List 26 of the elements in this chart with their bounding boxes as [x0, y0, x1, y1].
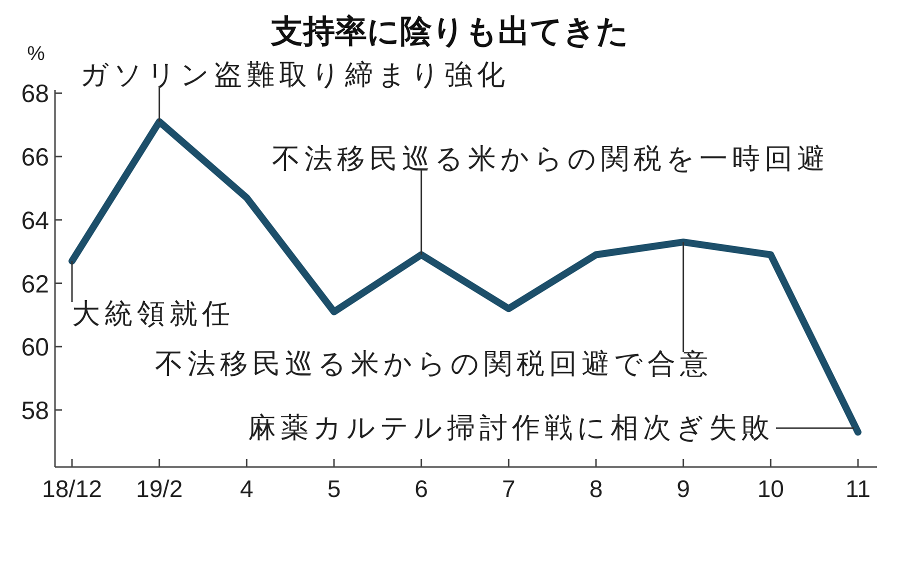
- y-tick-label: 60: [21, 334, 49, 362]
- annotation: 麻薬カルテル掃討作戦に相次ぎ失敗: [248, 412, 854, 443]
- y-tick-label: 58: [21, 396, 49, 425]
- annotation: 大統領就任: [72, 298, 234, 329]
- chart-title: 支持率に陰りも出てきた: [270, 13, 629, 49]
- annotation: 不法移民巡る米からの関税を一時回避: [272, 143, 830, 255]
- y-tick-label: 64: [21, 206, 50, 235]
- x-tick-label: 8: [589, 476, 603, 503]
- annotation: ガソリン盗難取り締まり強化: [80, 59, 510, 122]
- annotation: ガソリン盗難取り締まり強化: [80, 59, 510, 90]
- y-tick-label: 66: [21, 144, 49, 172]
- y-axis-title: %: [27, 43, 46, 65]
- x-tick-label: 19/2: [136, 476, 183, 503]
- annotation: 不法移民巡る米からの関税回避で合意: [155, 348, 712, 379]
- x-tick-label: 5: [327, 476, 341, 503]
- x-tick-label: 6: [414, 476, 428, 503]
- annotation: 不法移民巡る米からの関税を一時回避: [272, 143, 830, 174]
- x-tick-label: 11: [846, 476, 870, 503]
- x-tick-label: 10: [757, 476, 784, 503]
- x-tick-label: 9: [676, 476, 690, 503]
- x-tick-label: 7: [502, 476, 516, 503]
- x-tick-label: 18/12: [42, 476, 102, 503]
- annotation: 大統領就任: [71, 261, 234, 329]
- x-tick-label: 4: [240, 476, 254, 503]
- y-tick-label: 62: [21, 270, 49, 298]
- y-tick-label: 68: [21, 80, 49, 108]
